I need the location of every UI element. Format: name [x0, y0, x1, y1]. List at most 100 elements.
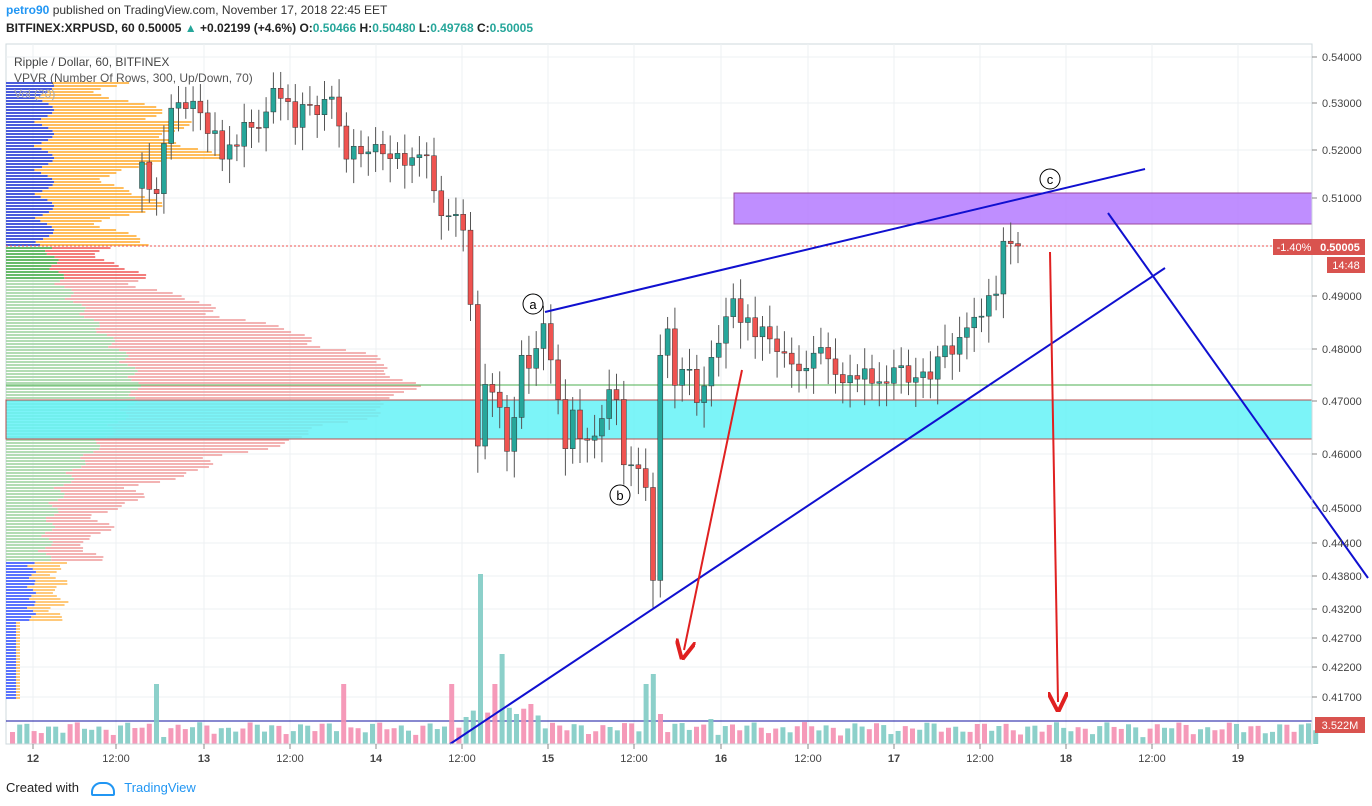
vpvr-down-bar — [57, 508, 118, 510]
down-arrow-2[interactable] — [1050, 251, 1058, 702]
candle-body — [372, 144, 379, 153]
vpvr-down-bar — [31, 574, 50, 576]
down-arrow-1[interactable] — [684, 369, 743, 650]
upper-trendline[interactable] — [544, 168, 1146, 313]
vpvr-down-bar — [29, 619, 63, 621]
volume-bar — [298, 724, 303, 744]
vpvr-down-bar — [35, 592, 53, 594]
vpvr-up-bar — [6, 592, 36, 594]
volume-bar — [254, 724, 260, 744]
vpvr-up-bar — [6, 361, 120, 363]
volume-bar — [1010, 730, 1016, 744]
candle-body — [942, 345, 948, 358]
vpvr-down-bar — [35, 241, 140, 243]
author-name[interactable]: petro90 — [6, 3, 50, 17]
vpvr-up-bar — [6, 142, 42, 144]
candle-body — [628, 464, 634, 467]
vpvr-up-bar — [6, 580, 36, 582]
candle-body — [183, 102, 189, 109]
candle-body — [796, 363, 802, 372]
volume-bar — [802, 722, 807, 744]
vpvr-up-bar — [6, 607, 28, 609]
lower-trendline[interactable] — [449, 267, 1166, 745]
vpvr-up-bar — [6, 145, 35, 147]
vpvr-down-bar — [16, 643, 20, 645]
vpvr-down-bar — [47, 115, 157, 117]
volume-bar — [1241, 732, 1247, 744]
vpvr-up-bar — [6, 229, 54, 231]
vpvr-down-bar — [58, 259, 105, 261]
vpvr-up-bar — [6, 265, 52, 267]
vpvr-down-bar — [35, 601, 69, 603]
vpvr-down-bar — [128, 394, 394, 396]
label-a[interactable]: a — [522, 293, 544, 315]
candle-body — [854, 375, 861, 380]
vpvr-down-bar — [53, 232, 129, 234]
vpvr-down-bar — [41, 142, 177, 144]
vpvr-down-bar — [52, 178, 100, 180]
volume-bar — [10, 732, 15, 744]
candle-body — [606, 389, 612, 419]
vpvr-down-bar — [16, 631, 20, 633]
volume-badge-text: 3.522M — [1322, 720, 1359, 732]
volume-bar — [571, 724, 577, 744]
vpvr-down-bar — [52, 136, 160, 138]
projection-line[interactable] — [1107, 212, 1369, 579]
volume-bar — [989, 730, 995, 744]
volume-bar — [737, 730, 743, 744]
vpvr-up-bar — [6, 589, 33, 591]
vpvr-up-bar — [6, 244, 40, 246]
volume-bar — [391, 728, 397, 744]
volume-bar — [557, 725, 563, 744]
x-tick-label: 12:00 — [1138, 753, 1166, 765]
vpvr-down-bar — [96, 331, 292, 333]
vpvr-down-bar — [52, 154, 221, 156]
vpvr-down-bar — [59, 280, 139, 282]
vpvr-down-bar — [73, 478, 176, 480]
volume-bar — [722, 726, 728, 744]
vpvr-up-bar — [6, 181, 54, 183]
vpvr-down-bar — [60, 490, 136, 492]
vpvr-down-bar — [34, 169, 122, 171]
vpvr-up-bar — [6, 655, 16, 657]
candle-body — [613, 389, 620, 400]
vpvr-up-bar — [6, 136, 53, 138]
vpvr-down-bar — [99, 322, 266, 324]
volume-bar — [1061, 727, 1067, 744]
vpvr-up-bar — [6, 346, 109, 348]
volume-bar — [809, 726, 815, 744]
vpvr-up-bar — [6, 457, 81, 459]
vpvr-up-bar — [6, 313, 80, 315]
candle-body — [533, 348, 539, 369]
vpvr-up-bar — [6, 163, 49, 165]
vpvr-up-bar — [6, 295, 71, 297]
candle-body — [511, 417, 518, 452]
candle-body — [832, 358, 839, 375]
tradingview-link[interactable]: TradingView — [124, 780, 196, 795]
volume-bar — [96, 726, 102, 744]
vpvr-up-bar — [6, 298, 65, 300]
volume-bar — [182, 729, 188, 744]
label-b[interactable]: b — [609, 484, 631, 506]
vpvr-up-bar — [6, 622, 16, 624]
vpvr-up-bar — [6, 97, 35, 99]
candle-body — [672, 328, 678, 386]
candle-body — [212, 130, 218, 134]
candle-body — [621, 399, 627, 466]
volume-bar — [1248, 726, 1254, 744]
candle-body — [270, 88, 277, 113]
time-axis[interactable]: 12 12:00 13 12:00 14 12:00 15 12:00 16 12:00 17 12:… — [6, 743, 1312, 765]
volume-bar — [1234, 723, 1239, 744]
volume-bar — [74, 722, 80, 744]
vpvr-up-bar — [6, 103, 49, 105]
volume-bar — [845, 728, 851, 744]
vpvr-up-bar — [6, 535, 42, 537]
vpvr-down-bar — [52, 82, 130, 84]
vpvr-down-bar — [118, 349, 346, 351]
label-c[interactable]: c — [1039, 168, 1061, 190]
volume-bar — [917, 729, 923, 744]
vpvr-down-bar — [16, 682, 20, 684]
price-axis[interactable]: 0.540000.530000.520000.510000.500000.490… — [1311, 44, 1362, 744]
vpvr-down-bar — [45, 250, 100, 252]
